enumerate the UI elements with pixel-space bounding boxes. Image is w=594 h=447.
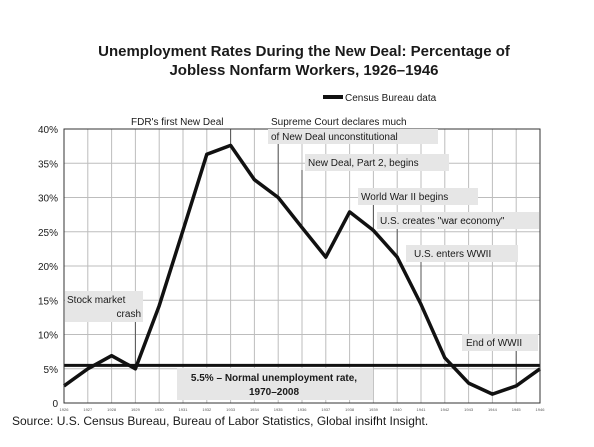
x-tick-label: 1934 <box>250 407 260 412</box>
y-tick-label: 25% <box>38 228 58 239</box>
x-tick-label: 1939 <box>369 407 379 412</box>
x-tick-label: 1935 <box>274 407 284 412</box>
x-tick-label: 1936 <box>298 407 308 412</box>
x-tick-label: 1946 <box>536 407 546 412</box>
annotation-text: New Deal, Part 2, begins <box>308 158 419 169</box>
annotation-text: FDR's first New Deal <box>131 117 223 128</box>
annotation-box <box>406 245 518 262</box>
x-tick-label: 1932 <box>202 407 212 412</box>
x-axis-ticks: 1926 1927 1928 1929 1930 1931 1932 1933 1934 1935… <box>60 407 546 412</box>
annotation-box <box>377 212 539 229</box>
annotation-text: crash <box>117 309 141 320</box>
annotation-leaders <box>134 129 517 386</box>
annotation-box <box>358 188 478 205</box>
annotation-text: U.S. creates "war economy" <box>380 216 505 227</box>
x-tick-label: 1931 <box>179 407 189 412</box>
y-tick-label: 15% <box>38 296 58 307</box>
annotation-new-deal-part-2: New Deal, Part 2, begins <box>305 154 449 171</box>
x-tick-label: 1926 <box>60 407 70 412</box>
x-tick-label: 1945 <box>512 407 522 412</box>
unemployment-series-line <box>62 143 542 396</box>
annotation-text: End of WWII <box>466 338 522 349</box>
annotation-text: of New Deal unconstitutional <box>271 132 398 143</box>
annotation-text: U.S. enters WWII <box>414 249 491 260</box>
y-tick-label: 30% <box>38 194 58 205</box>
y-tick-label: 10% <box>38 331 58 342</box>
x-tick-label: 1941 <box>417 407 427 412</box>
annotation-us-enters-wwii: U.S. enters WWII <box>406 245 518 262</box>
x-tick-label: 1942 <box>440 407 450 412</box>
chart-title-line-1: Unemployment Rates During the New Deal: … <box>98 43 511 60</box>
x-tick-label: 1929 <box>131 407 141 412</box>
y-axis-ticks: 0 5% 10% 15% 20% 25% 30% 35% 40% <box>38 125 58 410</box>
annotation-war-economy: U.S. creates "war economy" <box>377 212 539 229</box>
annotation-text: World War II begins <box>361 192 448 203</box>
annotation-stock-market-crash: Stock market crash <box>65 291 143 322</box>
legend-label: Census Bureau data <box>345 93 437 104</box>
normal-rate-label-line-1: 5.5% – Normal unemployment rate, <box>191 373 357 384</box>
normal-rate-label-box <box>177 368 373 400</box>
chart-title-line-2: Jobless Nonfarm Workers, 1926–1946 <box>169 62 438 79</box>
annotation-world-war-ii-begins: World War II begins <box>358 188 478 205</box>
normal-rate-label: 5.5% – Normal unemployment rate, 1970–20… <box>177 368 373 400</box>
annotation-box <box>268 129 438 144</box>
y-tick-label: 40% <box>38 125 58 136</box>
y-tick-label: 35% <box>38 159 58 170</box>
x-tick-label: 1928 <box>107 407 117 412</box>
x-tick-label: 1937 <box>321 407 331 412</box>
legend-swatch <box>323 95 343 99</box>
y-tick-label: 5% <box>44 365 59 376</box>
annotation-text: Stock market <box>67 295 126 306</box>
source-note: Source: U.S. Census Bureau, Bureau of La… <box>12 414 428 428</box>
x-tick-label: 1938 <box>345 407 355 412</box>
x-tick-label: 1944 <box>488 407 498 412</box>
annotation-end-of-wwii: End of WWII <box>462 334 538 351</box>
legend: Census Bureau data <box>323 93 437 104</box>
annotation-box <box>462 334 538 351</box>
y-tick-label: 0 <box>52 399 58 410</box>
x-tick-label: 1927 <box>83 407 93 412</box>
normal-rate-label-line-2: 1970–2008 <box>249 387 299 398</box>
y-tick-label: 20% <box>38 262 58 273</box>
x-tick-label: 1940 <box>393 407 403 412</box>
x-tick-label: 1933 <box>226 407 236 412</box>
annotation-supreme-court: Supreme Court declares much of New Deal … <box>268 117 438 144</box>
annotation-box <box>65 291 143 322</box>
x-tick-label: 1943 <box>464 407 474 412</box>
annotation-box <box>305 154 449 171</box>
annotation-text: Supreme Court declares much <box>271 117 407 128</box>
x-tick-label: 1930 <box>155 407 165 412</box>
annotation-fdr-first-new-deal: FDR's first New Deal <box>131 117 223 128</box>
